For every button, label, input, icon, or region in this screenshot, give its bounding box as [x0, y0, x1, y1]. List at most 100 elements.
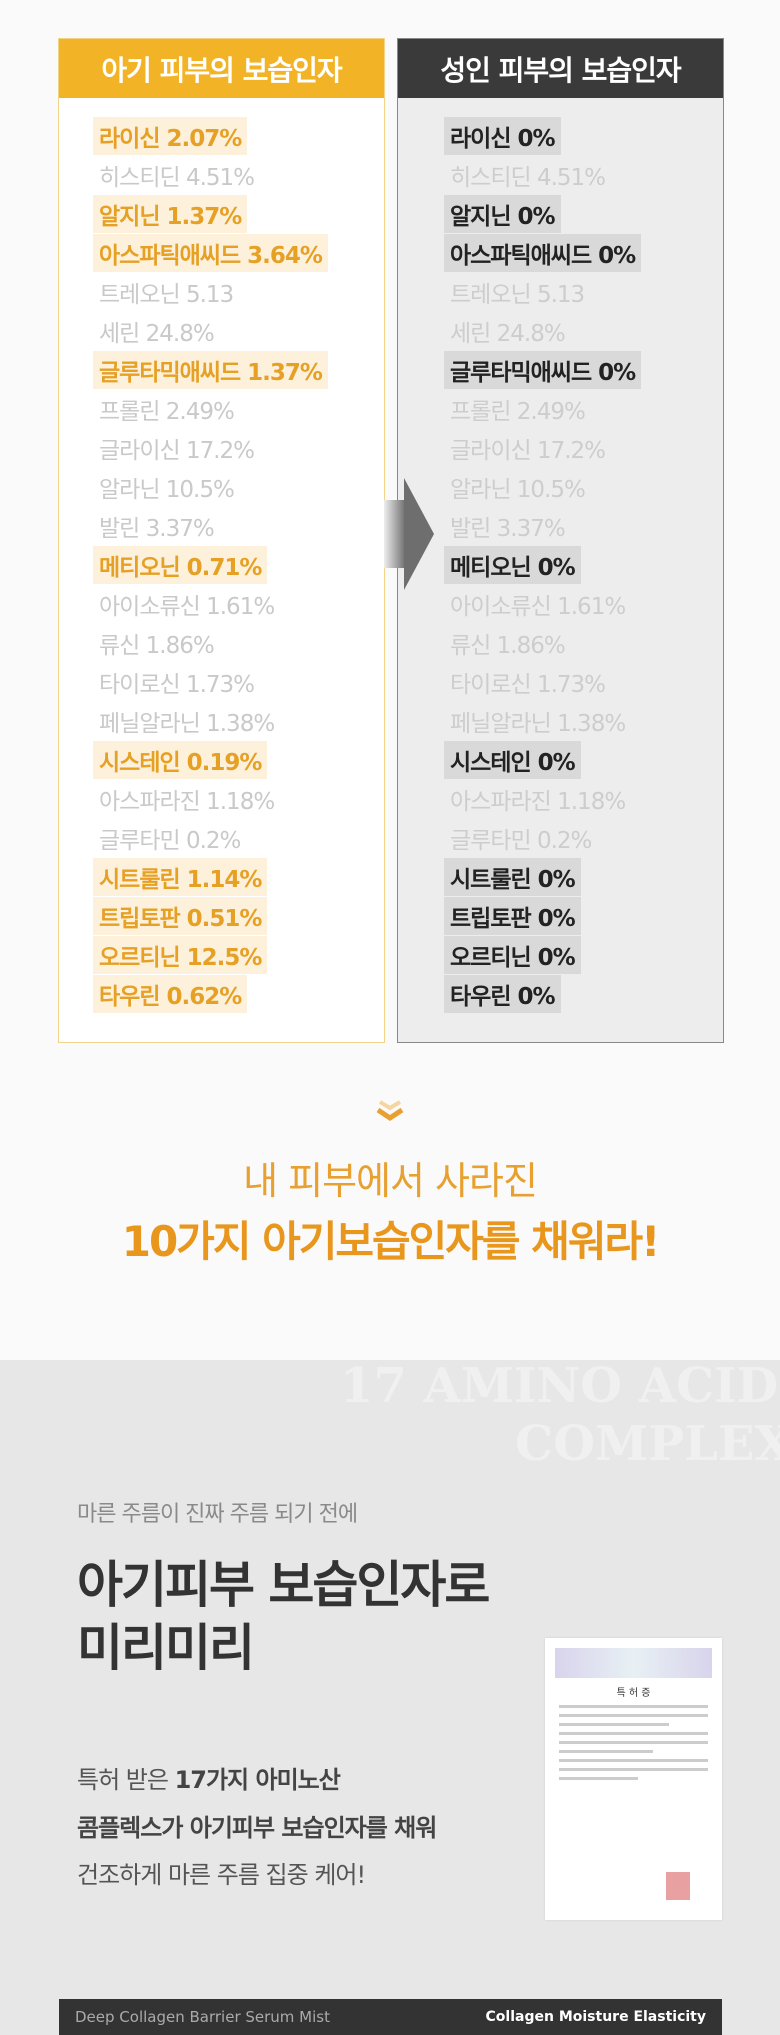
body-bold: 17가지 아미노산 [174, 1766, 341, 1794]
item-label: 글루타믹애씨드 0% [444, 350, 642, 389]
list-item: 시트룰린 0% [398, 857, 723, 896]
list-item: 시스테인 0% [398, 740, 723, 779]
section-body-3: 건조하게 마른 주름 집중 케어! [77, 1861, 366, 1889]
list-item: 알라닌 10.5% [398, 467, 723, 506]
item-label: 트립토판 0% [444, 896, 581, 935]
item-label: 메티오닌 0.71% [93, 545, 268, 584]
section-subtitle: 마른 주름이 진짜 주름 되기 전에 [77, 1502, 358, 1527]
amino-section: 17 AMINO ACIDS COMPLEX 마른 주름이 진짜 주름 되기 전… [0, 1358, 780, 2035]
list-item: 히스티딘 4.51% [59, 155, 384, 194]
list-item: 타우린 0% [398, 974, 723, 1013]
item-label: 오르티닌 0% [444, 935, 581, 974]
item-label: 글라이신 17.2% [450, 437, 606, 464]
list-item: 글라이신 17.2% [59, 428, 384, 467]
list-item: 타우린 0.62% [59, 974, 384, 1013]
list-item: 프롤린 2.49% [59, 389, 384, 428]
item-label: 알라닌 10.5% [99, 476, 235, 503]
item-label: 아스파틱애씨드 0% [444, 233, 642, 272]
item-label: 라이신 0% [444, 116, 561, 155]
list-item: 라이신 0% [398, 116, 723, 155]
list-item: 라이신 2.07% [59, 116, 384, 155]
list-item: 프롤린 2.49% [398, 389, 723, 428]
section-title-1: 아기피부 보습인자로 [77, 1556, 490, 1614]
list-item: 트립토판 0% [398, 896, 723, 935]
watermark-line-2: COMPLEX [515, 1416, 780, 1472]
list-item: 페닐알라닌 1.38% [59, 701, 384, 740]
item-label: 시트룰린 1.14% [93, 857, 268, 896]
list-item: 류신 1.86% [59, 623, 384, 662]
item-label: 알지닌 0% [444, 194, 561, 233]
list-item: 발린 3.37% [59, 506, 384, 545]
item-label: 글루타믹애씨드 1.37% [93, 350, 328, 389]
list-item: 글라이신 17.2% [398, 428, 723, 467]
item-label: 알라닌 10.5% [450, 476, 586, 503]
item-label: 류신 1.86% [450, 632, 566, 659]
middle-line-1: 내 피부에서 사라진 [243, 1159, 538, 1203]
body-text: 특허 받은 [77, 1766, 175, 1794]
item-label: 알지닌 1.37% [93, 194, 248, 233]
list-item: 세린 24.8% [59, 311, 384, 350]
section-body-1: 특허 받은 17가지 아미노산 [77, 1760, 341, 1795]
item-label: 프롤린 2.49% [99, 398, 235, 425]
item-label: 타우린 0.62% [93, 974, 248, 1013]
middle-headline: 10가지 아기보습인자를 채워라! [121, 1217, 661, 1266]
item-label: 시스테인 0% [444, 740, 581, 779]
item-label: 트레오닌 5.13 [99, 281, 234, 308]
baby-list: 라이신 2.07% 히스티딘 4.51% 알지닌 1.37% 아스파틱애씨드 3.64… [59, 116, 384, 1013]
item-label: 페닐알라닌 1.38% [99, 710, 275, 737]
list-item: 아이소류신 1.61% [398, 584, 723, 623]
list-item: 오르티닌 0% [398, 935, 723, 974]
list-item: 세린 24.8% [398, 311, 723, 350]
item-label: 세린 24.8% [450, 320, 566, 347]
list-item: 타이로신 1.73% [59, 662, 384, 701]
list-item: 메티오닌 0% [398, 545, 723, 584]
list-item: 글루타믹애씨드 0% [398, 350, 723, 389]
item-label: 타이로신 1.73% [99, 671, 255, 698]
item-label: 발린 3.37% [450, 515, 566, 542]
item-label: 메티오닌 0% [444, 545, 581, 584]
list-item: 아스파라진 1.18% [59, 779, 384, 818]
adult-skin-panel: 성인 피부의 보습인자 라이신 0% 히스티딘 4.51% 알지닌 0% 아스파틱애씨… [397, 38, 724, 1043]
list-item: 글루타민 0.2% [59, 818, 384, 857]
list-item: 글루타믹애씨드 1.37% [59, 350, 384, 389]
item-label: 타우린 0% [444, 974, 561, 1013]
item-label: 아스파라진 1.18% [450, 788, 626, 815]
item-label: 라이신 2.07% [93, 116, 248, 155]
footer-tagline: Collagen Moisture Elasticity [485, 2009, 706, 2025]
item-label: 아이소류신 1.61% [99, 593, 275, 620]
list-item: 발린 3.37% [398, 506, 723, 545]
footer-bar: Deep Collagen Barrier Serum Mist Collage… [59, 1999, 722, 2035]
list-item: 히스티딘 4.51% [398, 155, 723, 194]
list-item: 시트룰린 1.14% [59, 857, 384, 896]
chevron-down-icon [376, 1100, 404, 1122]
item-label: 글루타민 0.2% [450, 827, 592, 854]
item-label: 프롤린 2.49% [450, 398, 586, 425]
item-label: 타이로신 1.73% [450, 671, 606, 698]
item-label: 트레오닌 5.13 [450, 281, 585, 308]
list-item: 알라닌 10.5% [59, 467, 384, 506]
item-label: 세린 24.8% [99, 320, 215, 347]
list-item: 타이로신 1.73% [398, 662, 723, 701]
list-item: 아스파라진 1.18% [398, 779, 723, 818]
watermark-line-1: 17 AMINO ACIDS [340, 1358, 780, 1414]
list-item: 페닐알라닌 1.38% [398, 701, 723, 740]
list-item: 오르티닌 12.5% [59, 935, 384, 974]
list-item: 아스파틱애씨드 0% [398, 233, 723, 272]
certificate-title: 특 허 증 [616, 1688, 651, 1699]
certificate-emblem [555, 1648, 712, 1678]
list-item: 메티오닌 0.71% [59, 545, 384, 584]
item-label: 페닐알라닌 1.38% [450, 710, 626, 737]
item-label: 히스티딘 4.51% [99, 164, 255, 191]
item-label: 아스파라진 1.18% [99, 788, 275, 815]
list-item: 트레오닌 5.13 [398, 272, 723, 311]
list-item: 글루타민 0.2% [398, 818, 723, 857]
certificate-seal [666, 1872, 690, 1900]
list-item: 알지닌 0% [398, 194, 723, 233]
item-label: 히스티딘 4.51% [450, 164, 606, 191]
item-label: 글루타민 0.2% [99, 827, 241, 854]
list-item: 아스파틱애씨드 3.64% [59, 233, 384, 272]
item-label: 류신 1.86% [99, 632, 215, 659]
item-label: 오르티닌 12.5% [93, 935, 268, 974]
list-item: 시스테인 0.19% [59, 740, 384, 779]
section-body-2: 콤플렉스가 아기피부 보습인자를 채워 [77, 1814, 437, 1842]
